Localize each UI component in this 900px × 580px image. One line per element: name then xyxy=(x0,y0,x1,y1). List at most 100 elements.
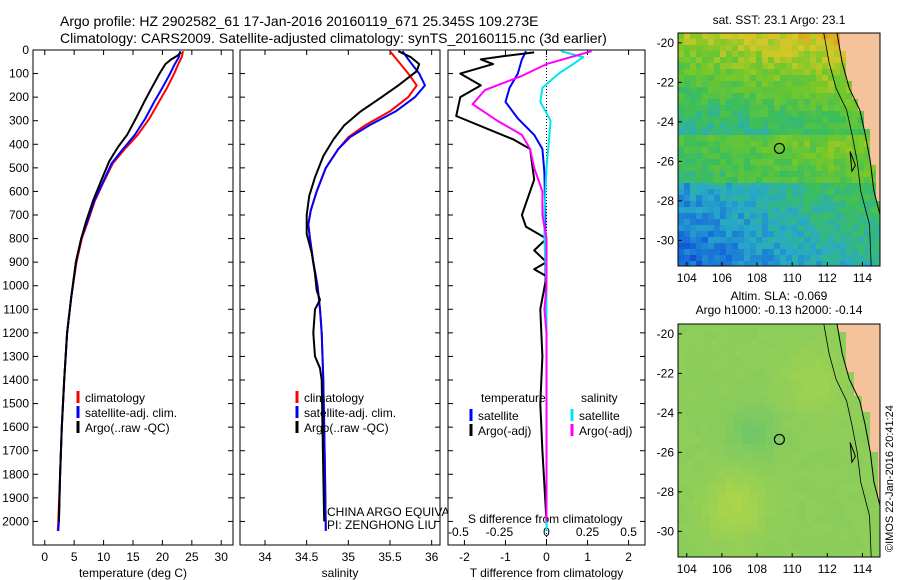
map-cell xyxy=(814,428,823,437)
map-cell xyxy=(774,153,781,160)
map-cell xyxy=(774,111,781,118)
map-cell xyxy=(690,195,697,202)
map-cell xyxy=(876,225,880,232)
map-cell xyxy=(734,364,743,373)
map-cell xyxy=(780,255,787,262)
map-cell xyxy=(750,468,759,477)
map-cell xyxy=(814,532,823,541)
map-cell xyxy=(810,117,817,124)
map-cell xyxy=(750,532,759,541)
map-cell xyxy=(744,39,751,46)
map-cell xyxy=(718,532,727,541)
map-cell xyxy=(774,207,781,214)
map-cell xyxy=(720,231,727,238)
map-cell xyxy=(742,428,751,437)
map-cell xyxy=(726,129,733,136)
map-cell xyxy=(774,332,783,341)
map-cell xyxy=(742,396,751,405)
map-cell xyxy=(828,105,835,112)
map-cell xyxy=(762,141,769,148)
map-cell xyxy=(798,508,807,517)
map-cell xyxy=(694,380,703,389)
map-cell xyxy=(718,324,727,333)
map-cell xyxy=(744,213,751,220)
map-cell xyxy=(768,87,775,94)
map-cell xyxy=(846,51,853,58)
map-cell xyxy=(790,348,799,357)
map-cell xyxy=(780,237,787,244)
map-cell xyxy=(708,183,715,190)
map-cell xyxy=(726,484,735,493)
map-cell xyxy=(792,99,799,106)
isobath-line xyxy=(823,33,872,266)
map-cell xyxy=(720,39,727,46)
map-cell xyxy=(750,364,759,373)
plot-frame xyxy=(32,49,234,546)
map-cell xyxy=(768,81,775,88)
map-cell xyxy=(734,548,743,557)
map-cell xyxy=(864,249,871,256)
map-cell xyxy=(862,436,871,445)
map-cell xyxy=(864,105,871,112)
map-cell xyxy=(686,380,695,389)
map-cell xyxy=(822,105,829,112)
map-cell xyxy=(870,39,877,46)
map-cell xyxy=(690,117,697,124)
map-cell xyxy=(782,420,791,429)
map-cell xyxy=(686,396,695,405)
map-cell xyxy=(786,231,793,238)
map-cell xyxy=(774,33,781,40)
map-cell xyxy=(816,33,823,40)
map-cell xyxy=(758,548,767,557)
map-cell xyxy=(726,69,733,76)
map-cell xyxy=(756,165,763,172)
map-cell xyxy=(768,63,775,70)
map-cell xyxy=(768,33,775,40)
map-cell xyxy=(732,81,739,88)
y-tick-label: 600 xyxy=(9,184,29,198)
map-cell xyxy=(684,135,691,142)
map-cell xyxy=(822,81,829,88)
map-cell xyxy=(694,412,703,421)
map-cell xyxy=(738,189,745,196)
map-cell xyxy=(684,111,691,118)
map-cell xyxy=(846,33,853,40)
map-cell xyxy=(846,213,853,220)
map-cell xyxy=(750,39,757,46)
map-cell xyxy=(790,484,799,493)
y-tick-label: 1100 xyxy=(3,302,29,316)
map-cell xyxy=(702,324,711,333)
map-cell xyxy=(876,237,880,244)
map-cell xyxy=(834,69,841,76)
map-cell xyxy=(822,45,829,52)
map-cell xyxy=(806,412,815,421)
map-cell xyxy=(786,93,793,100)
map-cell xyxy=(726,171,733,178)
map-cell xyxy=(720,141,727,148)
map-cell xyxy=(852,201,859,208)
map-cell xyxy=(822,75,829,82)
map-cell xyxy=(714,231,721,238)
map-cell xyxy=(750,404,759,413)
map-cell xyxy=(702,45,709,52)
x-tick-label: 15 xyxy=(126,550,140,564)
map-cell xyxy=(840,81,847,88)
map-cell xyxy=(710,508,719,517)
map-cell xyxy=(690,51,697,58)
map-cell xyxy=(766,460,775,469)
map-cell xyxy=(798,135,805,142)
map-cell xyxy=(854,324,863,333)
map-cell xyxy=(828,57,835,64)
map-cell xyxy=(766,484,775,493)
map-cell xyxy=(678,452,687,461)
map-cell xyxy=(718,404,727,413)
map-cell xyxy=(798,51,805,58)
map-cell xyxy=(690,123,697,130)
map-cell xyxy=(854,524,863,533)
map-cell xyxy=(694,428,703,437)
map-cell xyxy=(838,372,847,381)
map-cell xyxy=(870,69,877,76)
map-cell xyxy=(810,237,817,244)
map-cell xyxy=(702,404,711,413)
map-cell xyxy=(726,332,735,341)
